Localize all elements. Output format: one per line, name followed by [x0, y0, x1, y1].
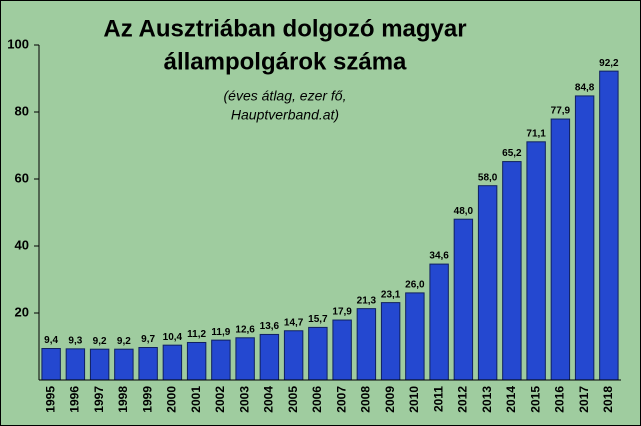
y-tick-label: 80: [15, 103, 29, 118]
x-tick-label: 2010: [407, 386, 421, 413]
x-tick-label: 1996: [68, 386, 82, 413]
x-tick-label: 1995: [43, 386, 57, 413]
x-tick-label: 2005: [286, 386, 300, 413]
bar: [89, 348, 110, 381]
value-label: 11,9: [211, 327, 230, 338]
value-label: 14,7: [284, 317, 304, 328]
bar: [259, 333, 280, 381]
value-label: 9,4: [44, 335, 58, 346]
value-label: 21,3: [357, 295, 377, 306]
bar: [405, 292, 425, 381]
bar: [138, 347, 158, 381]
value-label: 77,9: [551, 106, 571, 117]
value-label: 12,6: [235, 324, 255, 335]
value-label: 13,6: [260, 321, 280, 332]
bar: [186, 341, 207, 381]
bar: [526, 141, 546, 381]
bar: [211, 339, 231, 381]
value-label: 84,8: [575, 83, 595, 94]
bar: [308, 326, 328, 381]
bar: [550, 118, 571, 381]
value-label: 11,2: [187, 329, 206, 340]
bar: [114, 348, 134, 381]
x-tick-label: 2008: [359, 386, 373, 413]
x-tick-label: 2001: [189, 386, 203, 413]
bar: [162, 344, 183, 381]
x-tick-label: 1999: [140, 386, 154, 413]
bar: [41, 348, 61, 381]
value-label: 23,1: [381, 289, 401, 300]
value-label: 9,3: [68, 335, 82, 346]
x-tick-label: 1997: [92, 386, 106, 413]
subtitle: (éves átlag, ezer fő,: [224, 88, 347, 104]
value-label: 71,1: [526, 128, 546, 139]
x-tick-label: 2014: [504, 386, 518, 413]
x-tick-label: 1998: [116, 386, 130, 413]
value-label: 92,2: [599, 58, 619, 69]
x-tick-label: 2009: [383, 386, 397, 413]
x-tick-label: 2016: [553, 386, 567, 413]
x-tick-label: 2002: [213, 386, 227, 413]
chart-title: állampolgárok száma: [164, 48, 407, 75]
value-label: 65,2: [502, 148, 522, 159]
value-label: 9,7: [141, 334, 155, 345]
bar: [332, 319, 352, 381]
value-label: 9,2: [93, 336, 107, 347]
bar: [599, 70, 619, 381]
y-tick-label: 60: [15, 170, 29, 185]
x-tick-label: 2011: [431, 386, 445, 412]
value-label: 48,0: [454, 206, 474, 217]
value-label: 10,4: [163, 332, 183, 343]
bar: [429, 263, 449, 381]
value-label: 34,6: [429, 251, 449, 262]
x-tick-label: 2007: [334, 386, 348, 413]
value-label: 58,0: [478, 172, 498, 183]
subtitle: Hauptverband.at): [231, 107, 339, 123]
y-tick-label: 20: [15, 304, 29, 319]
x-tick-label: 2017: [577, 386, 591, 413]
chart-title: Az Ausztriában dolgozó magyar: [103, 15, 466, 42]
x-tick-label: 2015: [528, 386, 542, 413]
y-tick-label: 40: [15, 237, 29, 252]
x-tick-label: 2006: [310, 386, 324, 413]
bar: [477, 185, 498, 381]
value-label: 17,9: [332, 307, 352, 318]
x-tick-label: 2018: [601, 386, 615, 413]
bar: [356, 308, 377, 381]
bar: [283, 330, 304, 381]
x-tick-label: 2003: [237, 386, 251, 413]
value-label: 26,0: [405, 280, 425, 291]
y-tick-label: 100: [7, 36, 29, 51]
x-tick-label: 2012: [456, 386, 470, 413]
bar: [502, 161, 522, 381]
value-label: 15,7: [308, 314, 328, 325]
x-tick-label: 2013: [480, 386, 494, 413]
bar: [235, 337, 255, 381]
bar: [380, 302, 401, 381]
x-tick-label: 2000: [165, 386, 179, 413]
x-tick-label: 2004: [262, 386, 276, 413]
bar: [453, 218, 474, 381]
bar: [65, 348, 86, 381]
bar: [574, 95, 595, 381]
value-label: 9,2: [117, 336, 131, 347]
